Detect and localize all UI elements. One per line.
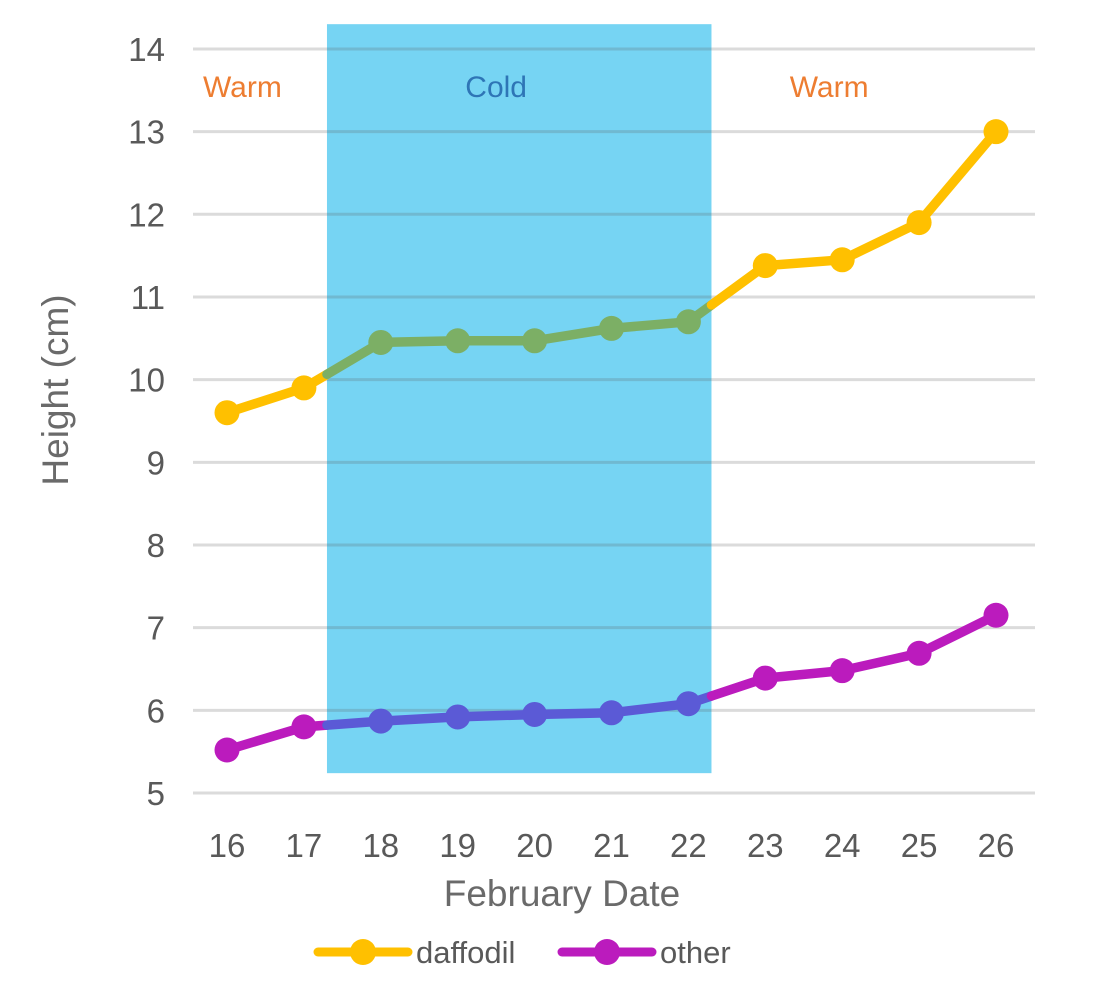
other-point-18 — [368, 708, 394, 734]
daffodil-point-25 — [906, 210, 932, 236]
y-tick-7: 7 — [147, 610, 165, 647]
annotation-cold-1: Cold — [465, 71, 527, 104]
daffodil-point-21 — [599, 315, 624, 341]
other-point-20 — [522, 701, 548, 727]
y-tick-14: 14 — [128, 31, 165, 68]
x-tick-18: 18 — [362, 827, 399, 864]
daffodil-point-18 — [368, 329, 394, 355]
legend-marker-other — [594, 939, 620, 965]
other-point-19 — [445, 704, 471, 730]
daffodil-point-20 — [522, 328, 548, 354]
legend-marker-daffodil — [350, 939, 376, 965]
x-tick-25: 25 — [901, 827, 938, 864]
y-tick-12: 12 — [128, 196, 165, 233]
other-point-22 — [675, 691, 701, 717]
cold-period-band — [326, 24, 712, 774]
annotation-warm-2: Warm — [790, 71, 869, 104]
daffodil-point-19 — [445, 328, 471, 354]
x-tick-16: 16 — [209, 827, 246, 864]
other-point-24 — [829, 658, 855, 684]
y-tick-11: 11 — [131, 279, 165, 316]
annotation-warm-0: Warm — [203, 71, 282, 104]
x-axis-title: February Date — [444, 873, 681, 914]
daffodil-point-26 — [983, 119, 1009, 145]
other-point-16 — [214, 737, 240, 763]
other-point-21 — [599, 700, 624, 726]
x-tick-22: 22 — [670, 827, 707, 864]
daffodil-line-normal-segment — [706, 126, 1001, 310]
y-tick-5: 5 — [147, 775, 165, 812]
y-axis-title: Height (cm) — [35, 294, 76, 485]
daffodil-point-17 — [291, 375, 317, 401]
x-tick-20: 20 — [516, 827, 553, 864]
other-point-23 — [752, 665, 778, 691]
x-tick-17: 17 — [286, 827, 323, 864]
daffodil-point-23 — [752, 253, 778, 279]
y-tick-9: 9 — [147, 444, 165, 481]
y-tick-8: 8 — [147, 527, 165, 564]
other-point-17 — [291, 714, 317, 740]
x-tick-24: 24 — [824, 827, 861, 864]
x-tick-21: 21 — [593, 827, 630, 864]
daffodil-point-16 — [214, 400, 240, 426]
x-tick-26: 26 — [978, 827, 1015, 864]
daffodil-point-22 — [675, 309, 701, 335]
daffodil-point-24 — [829, 247, 855, 273]
x-tick-19: 19 — [439, 827, 476, 864]
legend-label-other: other — [660, 935, 731, 970]
y-tick-10: 10 — [128, 362, 165, 399]
other-point-26 — [983, 602, 1009, 628]
other-point-25 — [906, 640, 932, 666]
y-tick-13: 13 — [128, 114, 165, 151]
y-tick-6: 6 — [147, 692, 165, 729]
legend-label-daffodil: daffodil — [416, 935, 515, 970]
x-tick-23: 23 — [747, 827, 784, 864]
